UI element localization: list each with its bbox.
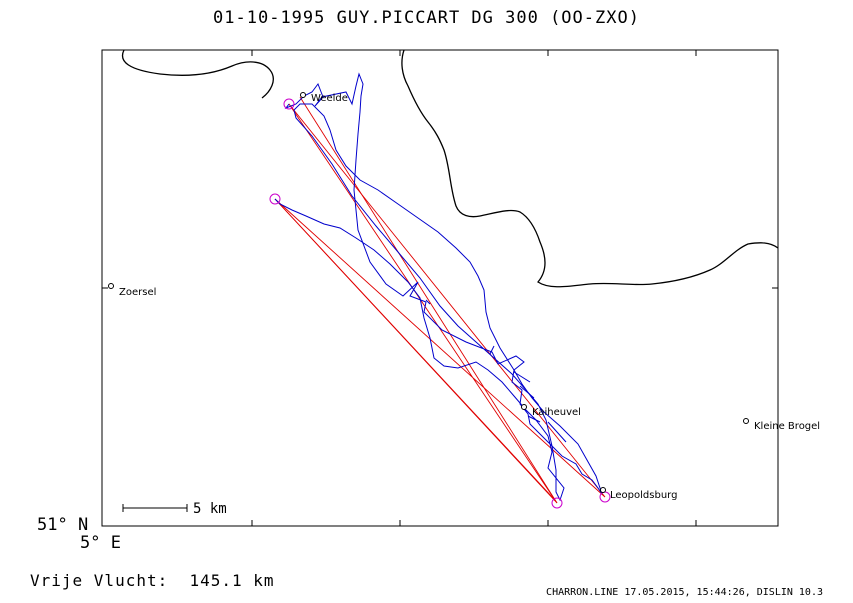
track-detail <box>425 299 567 443</box>
frame-ticks <box>102 50 778 526</box>
scale-label: 5 km <box>193 501 227 517</box>
place-label-leopoldsburg: Leopoldsburg <box>610 490 677 501</box>
place-marker-icon <box>600 487 606 493</box>
flight-track <box>274 72 603 502</box>
turnpoint-2-icon <box>551 497 563 509</box>
place-label-kleine-brogel: Kleine Brogel <box>754 421 820 432</box>
place-label-kaiheuvel: Kaiheuvel <box>532 407 581 418</box>
border-line-north-west <box>121 49 274 99</box>
footer-credit: CHARRON.LINE 17.05.2015, 15:44:26, DISLI… <box>546 587 823 598</box>
place-marker-icon <box>300 92 306 98</box>
scale-bar <box>122 504 188 512</box>
turnpoint-markers <box>269 98 611 509</box>
place-label-zoersel: Zoersel <box>119 287 156 298</box>
place-markers <box>108 92 749 493</box>
distance-value: 145.1 km <box>189 571 275 590</box>
place-label-weelde: Weelde <box>311 93 348 104</box>
place-marker-icon <box>521 404 527 410</box>
turnpoint-start-icon <box>283 98 295 110</box>
latitude-label: 51° N <box>37 515 88 535</box>
flight-title: 01-10-1995 GUY.PICCART DG 300 (OO-ZXO) <box>213 8 640 28</box>
turnpoint-1-icon <box>269 193 281 205</box>
task-legs <box>274 96 606 504</box>
place-marker-icon <box>743 418 749 424</box>
border-line-north-east <box>401 49 779 288</box>
map-frame <box>101 49 779 527</box>
place-marker-icon <box>108 283 114 289</box>
longitude-label: 5° E <box>80 533 121 553</box>
distance-summary: Vrije Vlucht: 145.1 km <box>30 571 275 590</box>
distance-label: Vrije Vlucht: <box>30 571 169 590</box>
